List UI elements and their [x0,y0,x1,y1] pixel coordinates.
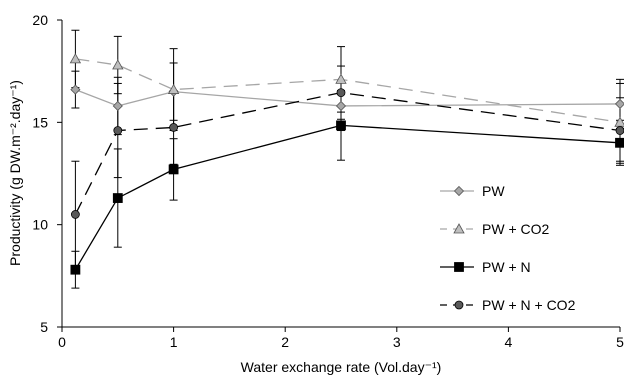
y-tick-label: 15 [32,114,48,130]
marker-pw-n [70,264,81,275]
axes [61,20,620,328]
legend-label-pw-n-co2: PW + N + CO2 [482,297,576,313]
marker-pw-n [336,120,346,131]
x-tick-label: 2 [281,334,289,350]
y-axis-title: Productivity (g DW.m⁻².day⁻¹) [7,80,23,266]
x-tick-label: 3 [393,334,401,350]
marker-pw-n [168,164,179,175]
legend-marker-pw-n-co2 [454,300,464,310]
x-tick-label: 0 [58,334,66,350]
series-line-pw-n [74,124,621,271]
legend-marker-pw [453,185,465,197]
error-bars-group [71,29,624,289]
x-tick-label: 1 [170,334,178,350]
legend-marker-pw-n [454,262,464,272]
legend: PW PW + CO2 PW + N PW + N + CO2 [440,183,576,313]
y-tick-label: 20 [32,12,48,28]
marker-pw-co2 [335,73,347,84]
marker-pw-n-co2 [70,210,80,219]
y-tick-label: 10 [32,217,48,233]
x-tick-label: 4 [505,334,513,350]
series-lines-group [74,58,621,271]
marker-pw-co2 [112,59,124,70]
marker-pw-n [615,137,624,148]
marker-pw-n-co2 [169,123,179,132]
marker-pw [335,100,347,112]
marker-pw [614,98,624,109]
marker-pw [70,84,81,95]
y-tick-label: 5 [40,319,48,335]
marker-pw-co2 [167,83,180,94]
legend-label-pw-co2: PW + CO2 [482,221,550,237]
marker-pw [112,100,123,112]
legend-label-pw-n: PW + N [482,259,531,275]
x-axis-title: Water exchange rate (Vol.day⁻¹) [241,359,442,375]
legend-marker-pw-co2 [453,223,465,234]
y-ticks: 5 10 15 20 [32,12,62,335]
marker-pw-n-co2 [113,126,123,135]
marker-pw-co2 [69,53,82,64]
series-line-pw-n-co2 [74,91,621,215]
marker-pw-n [112,193,123,203]
marker-pw-n-co2 [336,88,346,98]
marker-pw-n-co2 [615,126,624,135]
markers-group [69,53,624,275]
series-line-pw [75,88,621,107]
series-line-pw-co2 [75,58,621,123]
legend-label-pw: PW [482,183,505,199]
x-tick-label: 5 [616,334,624,350]
x-ticks: 0 1 2 3 4 5 [58,327,624,350]
